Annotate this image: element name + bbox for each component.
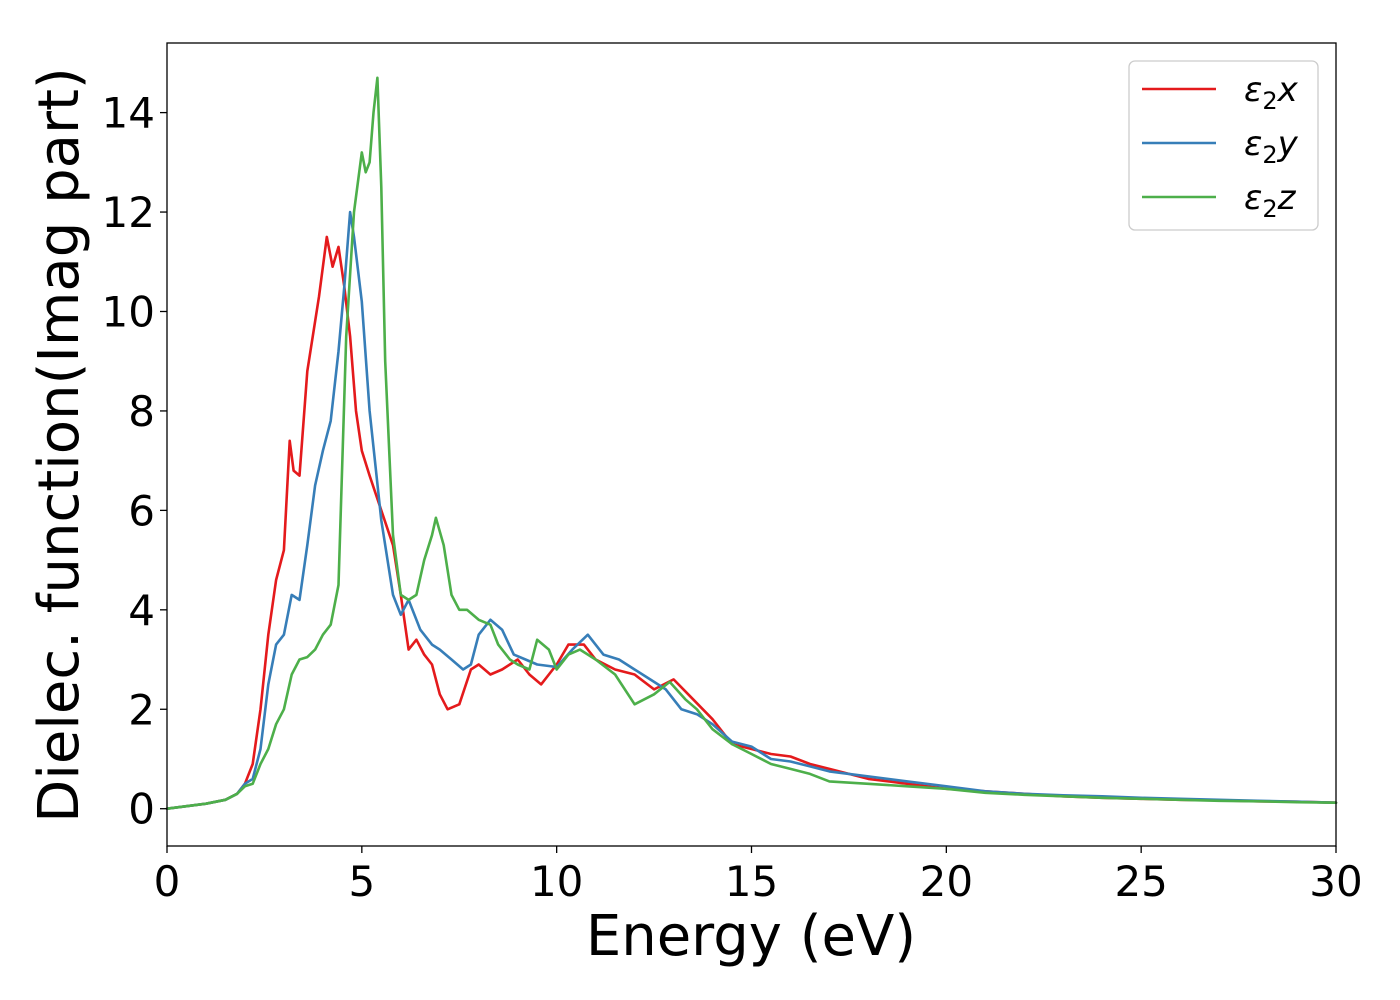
y-tick-label: 0 xyxy=(128,785,155,834)
x-axis-ticks: 0 5 10 15 20 25 30 xyxy=(154,846,1363,906)
series-layer xyxy=(165,76,1338,810)
series-line-y xyxy=(165,210,1338,810)
legend-label-x: ε2x xyxy=(1244,70,1299,115)
x-tick-label: 0 xyxy=(154,857,181,906)
x-tick-label: 20 xyxy=(920,857,973,906)
y-axis-ticks: 0 2 4 6 8 10 12 14 xyxy=(102,89,167,834)
legend-frame xyxy=(1128,60,1319,231)
x-tick-label: 15 xyxy=(725,857,778,906)
y-tick-label: 10 xyxy=(102,287,155,336)
y-tick-label: 2 xyxy=(128,685,155,734)
y-axis-label: Dielec. function(Imag part) xyxy=(27,67,92,823)
series-line-z xyxy=(165,76,1338,810)
legend-label-y: ε2y xyxy=(1244,124,1299,169)
x-axis-label: Energy (eV) xyxy=(586,904,916,969)
y-tick-label: 6 xyxy=(128,486,155,535)
y-tick-label: 14 xyxy=(102,89,155,138)
y-tick-label: 8 xyxy=(128,387,155,436)
legend-label-z: ε2z xyxy=(1244,178,1297,223)
series-line-x xyxy=(165,235,1338,810)
x-tick-label: 25 xyxy=(1114,857,1167,906)
x-tick-label: 30 xyxy=(1309,857,1362,906)
x-tick-label: 10 xyxy=(530,857,583,906)
y-tick-label: 12 xyxy=(102,188,155,237)
x-tick-label: 5 xyxy=(348,857,375,906)
legend: ε2x ε2y ε2z xyxy=(1128,60,1319,231)
y-tick-label: 4 xyxy=(128,586,155,635)
